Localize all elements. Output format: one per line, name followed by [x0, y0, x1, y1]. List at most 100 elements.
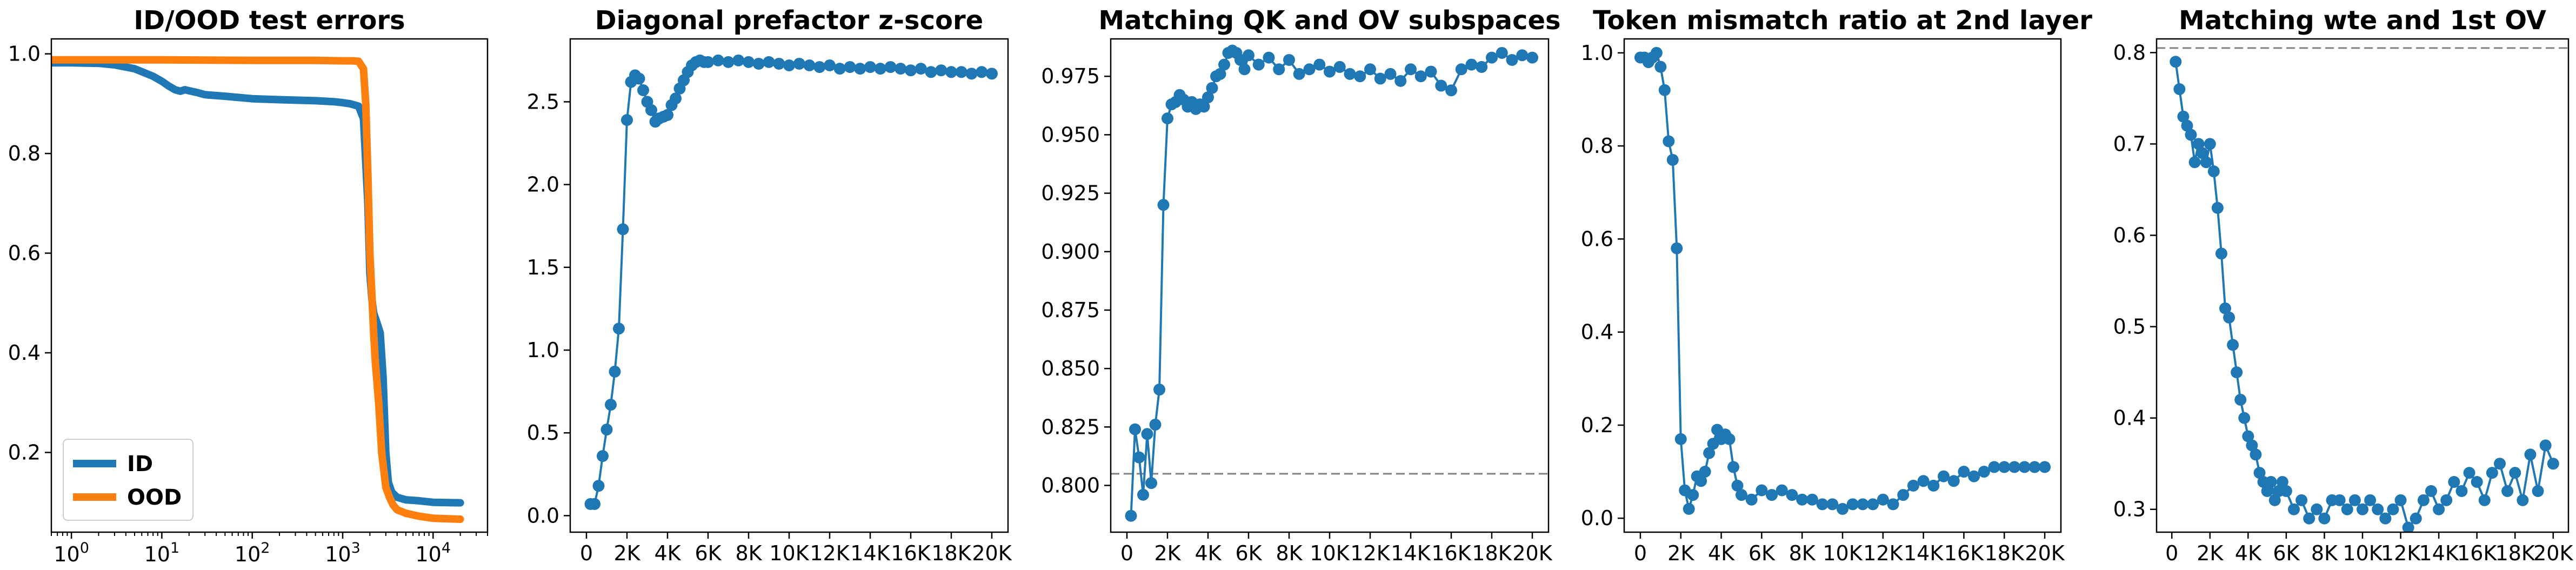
data-point [670, 92, 682, 105]
y-tick-label: 0.0 [1581, 506, 1613, 530]
plot-area [584, 54, 998, 510]
data-point [2410, 512, 2422, 525]
data-point [813, 61, 826, 73]
data-point [976, 66, 988, 78]
y-tick-label: 0.850 [1041, 357, 1100, 380]
data-point [2425, 485, 2437, 497]
chart-panel-2: Diagonal prefactor z-score 0.0 0.5 1.0 1.5 2.… [527, 5, 1012, 565]
data-point [2280, 485, 2292, 497]
data-point [1374, 72, 1386, 85]
chart-title: Diagonal prefactor z-score [595, 5, 983, 36]
data-point [1496, 46, 1508, 59]
x-tick-label: 20K [972, 541, 1012, 565]
data-point [1927, 479, 1940, 492]
data-point [1947, 475, 1960, 487]
y-tick-label: 0.7 [2113, 132, 2146, 156]
y-tick-label: 0.875 [1041, 298, 1100, 322]
data-point [2265, 476, 2277, 488]
x-tick-label: 103 [325, 540, 361, 566]
data-point [2348, 494, 2361, 506]
y-tick-label: 0.5 [527, 421, 559, 445]
data-point [2333, 494, 2346, 506]
data-point [2318, 512, 2331, 525]
data-point [1988, 461, 2000, 473]
data-point [1313, 58, 1326, 71]
data-point [2440, 494, 2453, 506]
data-point [2417, 494, 2430, 506]
x-tick-label: 16K [891, 541, 931, 565]
data-point [1129, 423, 1141, 435]
data-point [2394, 494, 2407, 506]
data-point [2018, 461, 2031, 473]
data-point [884, 61, 897, 73]
data-point [1283, 53, 1295, 66]
chart-title: ID/OOD test errors [134, 5, 405, 36]
data-point [1218, 58, 1230, 71]
chart-title: Matching QK and OV subspaces [1098, 5, 1560, 36]
data-point [633, 72, 645, 85]
data-point [2238, 412, 2251, 424]
x-tick-label: 12K [2381, 541, 2421, 565]
data-point [2341, 503, 2353, 515]
axes-frame [1110, 38, 1550, 533]
axes-frame [569, 38, 1009, 533]
x-tick-label: 16K [1944, 541, 1984, 565]
data-point [2253, 467, 2266, 479]
x-tick-label: 2K [613, 541, 640, 565]
data-point [1364, 63, 1376, 76]
data-point [2268, 494, 2281, 506]
data-point [1202, 91, 1214, 104]
chart-panel-4: Token mismatch ratio at 2nd layer 0.0 0.2 0… [1581, 5, 2093, 565]
x-tick-label: 20K [2025, 541, 2065, 565]
data-point [2494, 458, 2506, 470]
y-tick-label: 0.0 [527, 504, 559, 527]
data-point [2387, 503, 2399, 515]
data-point [935, 64, 947, 77]
y-tick-label: 1.5 [527, 256, 559, 279]
series-line-1 [2174, 61, 2554, 529]
x-tick-label: 0 [580, 541, 593, 565]
x-tick-label: 18K [2495, 541, 2535, 565]
data-point [1414, 70, 1427, 83]
x-tick-label-exponent: 4 [442, 540, 451, 556]
x-tick-label: 2K [2197, 541, 2224, 565]
data-point [1897, 489, 1910, 501]
x-tick-label: 10K [769, 541, 809, 565]
data-point [1526, 51, 1538, 64]
data-point [1293, 68, 1305, 80]
data-point [1727, 461, 1739, 473]
series-line-1 [1639, 51, 2046, 510]
data-point [2246, 439, 2258, 452]
x-tick-label: 10K [1310, 541, 1350, 565]
data-point [1263, 51, 1275, 64]
x-tick-label: 18K [1472, 541, 1512, 565]
x-tick-label-base: 10 [54, 542, 79, 566]
data-point [1344, 68, 1356, 80]
chart-panel-5: Matching wte and 1st OV 0.3 0.4 0.5 0.6 0.7 0.… [2113, 5, 2574, 565]
data-point [2177, 110, 2190, 123]
data-point [2196, 147, 2208, 159]
y-tick-label: 1.0 [8, 42, 41, 66]
x-tick-label: 18K [1985, 541, 2025, 565]
plot-area [1634, 46, 2051, 515]
data-point [1978, 466, 1990, 478]
chart-panel-3: Matching QK and OV subspaces 0.800 0.825 0.… [1041, 5, 1560, 565]
x-tick-label: 14K [1391, 541, 1431, 565]
y-tick-label: 0.2 [1581, 413, 1613, 437]
x-tick-label: 101 [144, 540, 180, 566]
y-tick-label: 0.6 [8, 242, 41, 265]
data-point [2223, 311, 2235, 324]
data-point [645, 104, 657, 116]
x-tick-label: 16K [2457, 541, 2497, 565]
data-point [2219, 302, 2231, 314]
data-point [793, 57, 805, 70]
y-tick-label: 0.975 [1041, 64, 1100, 88]
x-tick-label: 104 [416, 540, 451, 566]
data-point [1516, 49, 1529, 62]
data-point [2501, 485, 2514, 497]
data-point [1476, 61, 1488, 73]
data-point [1243, 49, 1254, 62]
data-point [1877, 493, 1889, 506]
data-point [1145, 477, 1157, 489]
data-point [1867, 498, 1879, 511]
